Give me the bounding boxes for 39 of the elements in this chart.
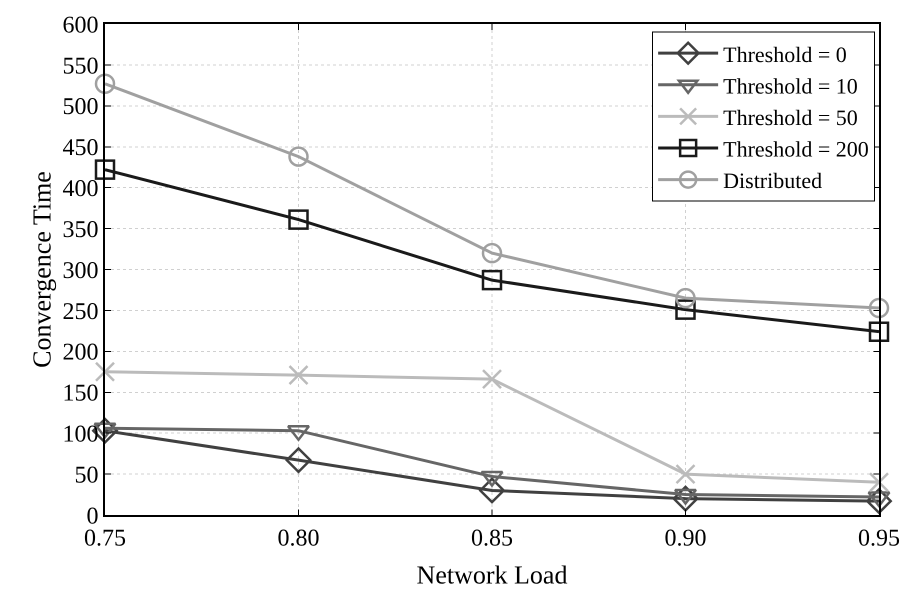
y-tick-label: 150 bbox=[62, 380, 98, 407]
legend-label: Threshold = 0 bbox=[723, 42, 847, 67]
y-tick-label: 450 bbox=[62, 135, 98, 162]
point bbox=[482, 368, 502, 390]
point bbox=[94, 362, 116, 382]
legend-label: Threshold = 200 bbox=[723, 136, 869, 162]
x-tick-label: 0.85 bbox=[471, 526, 513, 552]
point bbox=[868, 472, 890, 493]
legend-label: Threshold = 10 bbox=[723, 73, 858, 98]
point bbox=[479, 478, 505, 504]
y-axis-title: Convergence Time bbox=[27, 171, 56, 368]
y-tick-label: 100 bbox=[62, 422, 98, 448]
y-tick-label: 400 bbox=[62, 176, 98, 202]
x-tick-label: 0.80 bbox=[278, 526, 320, 552]
point bbox=[288, 146, 309, 167]
x-tick-label: 0.90 bbox=[664, 526, 706, 552]
point bbox=[94, 159, 116, 180]
point bbox=[288, 209, 309, 230]
point bbox=[482, 270, 502, 290]
y-tick-label: 300 bbox=[62, 258, 98, 284]
x-tick-label: 0.95 bbox=[858, 526, 900, 552]
y-tick-label: 600 bbox=[62, 12, 98, 38]
point bbox=[288, 364, 309, 386]
point bbox=[868, 321, 890, 342]
point bbox=[675, 288, 696, 308]
point bbox=[286, 447, 312, 474]
point bbox=[868, 298, 890, 318]
y-tick-label: 50 bbox=[74, 462, 98, 488]
point bbox=[482, 242, 502, 264]
y-tick-label: 500 bbox=[62, 94, 98, 120]
y-tick-label: 250 bbox=[62, 298, 98, 325]
y-tick-label: 200 bbox=[62, 340, 98, 366]
point bbox=[94, 73, 116, 94]
point bbox=[675, 464, 696, 484]
legend-label: Threshold = 50 bbox=[723, 104, 858, 130]
x-axis-title: Network Load bbox=[416, 560, 568, 590]
y-tick-label: 550 bbox=[62, 53, 98, 80]
legend-label: Distributed bbox=[723, 168, 822, 194]
y-tick-label: 350 bbox=[62, 216, 98, 243]
